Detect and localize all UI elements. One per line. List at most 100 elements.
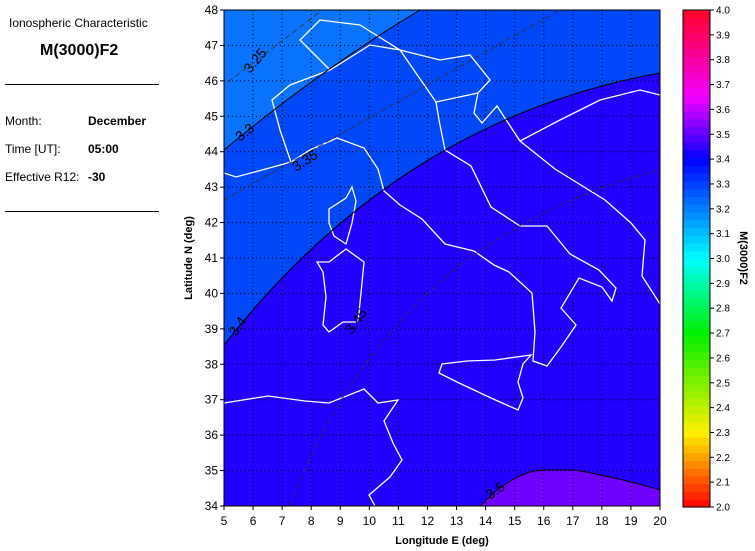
x-tick-label: 11 xyxy=(392,514,405,528)
contour-3.35 xyxy=(224,10,561,201)
x-tick-label: 7 xyxy=(279,514,286,528)
colorbar-swatch xyxy=(683,483,710,493)
x-tick-label: 10 xyxy=(363,514,377,528)
x-tick-label: 17 xyxy=(566,514,580,528)
colorbar-ticks: 4.0 3.9 3.8 3.7 3.6 3.5 3.4 3.3 3.2 3.1 3.0 2.9 2.8 2… xyxy=(710,6,730,514)
colorbar-tick-label: 3.3 xyxy=(716,179,730,190)
y-tick-label: 38 xyxy=(205,357,219,371)
x-tick-label: 9 xyxy=(337,514,344,528)
month-label: Month: xyxy=(5,114,42,128)
colorbar-tick-label: 2.5 xyxy=(716,378,730,389)
colorbar-swatch xyxy=(683,56,710,65)
colorbar-tick-label: 3.5 xyxy=(716,130,730,141)
y-tick-label: 36 xyxy=(205,428,219,442)
colorbar-tick-label: 2.9 xyxy=(716,279,730,290)
x-tick-label: 15 xyxy=(508,514,522,528)
x-tick-label: 13 xyxy=(450,514,464,528)
colorbar-swatch xyxy=(683,328,710,337)
colorbar-swatch xyxy=(683,281,710,291)
x-tick-label: 12 xyxy=(421,514,435,528)
r12-value: -30 xyxy=(88,170,106,184)
y-tick-label: 35 xyxy=(205,464,219,478)
y-tick-label: 40 xyxy=(205,286,219,300)
colorbar-swatch xyxy=(683,390,710,399)
y-tick-label: 37 xyxy=(205,393,219,407)
y-tick-label: 42 xyxy=(205,216,219,230)
divider xyxy=(5,84,159,85)
colorbar-swatch xyxy=(683,374,710,384)
map-plot: 3.25 3.3 3.35 3.4 3.45 3.5 xyxy=(224,10,660,506)
x-tick-label: 20 xyxy=(653,514,667,528)
colorbar-swatch xyxy=(683,320,710,329)
colorbar-swatch xyxy=(683,157,710,166)
grid xyxy=(224,10,660,506)
y-tick-label: 39 xyxy=(205,322,219,336)
region-above-3.5 xyxy=(480,470,660,506)
colorbar-tick-label: 3.7 xyxy=(716,80,730,91)
colorbar-swatch xyxy=(683,250,710,260)
contour-3.45 xyxy=(289,169,660,506)
colorbar-swatch xyxy=(683,64,710,73)
colorbar-swatch xyxy=(683,204,710,213)
month-value: December xyxy=(88,114,147,128)
colorbar-swatch xyxy=(683,33,710,42)
colorbar-swatch xyxy=(683,95,710,104)
colorbar-swatch xyxy=(683,118,710,128)
colorbar-tick-label: 3.6 xyxy=(716,105,730,116)
colorbar-swatch xyxy=(683,289,710,298)
contours xyxy=(224,10,660,506)
x-tick-label: 18 xyxy=(595,514,609,528)
colorbar-swatch xyxy=(683,211,710,221)
colorbar-tick-label: 2.1 xyxy=(716,478,730,489)
colorbar-tick-label: 2.2 xyxy=(716,453,730,464)
x-tick-label: 6 xyxy=(250,514,257,528)
colorbar-swatch xyxy=(683,312,710,322)
y-tick-label: 46 xyxy=(205,74,219,88)
colorbar-swatch xyxy=(683,10,710,19)
colorbar-swatch xyxy=(683,149,710,159)
colorbar-swatch xyxy=(683,351,710,361)
colorbar-swatch xyxy=(683,79,710,89)
colorbar-swatch xyxy=(683,173,710,182)
colorbar-swatch xyxy=(683,359,710,368)
colorbar-swatch xyxy=(683,103,710,112)
colorbar-swatch xyxy=(683,227,710,236)
panel-heading: Ionospheric Characteristic xyxy=(9,16,148,30)
coast-sardinia xyxy=(315,248,365,333)
colorbar-swatch xyxy=(683,398,710,407)
colorbar-swatch xyxy=(683,367,710,376)
y-tick-label: 44 xyxy=(205,145,219,159)
colorbar-swatch xyxy=(683,452,710,462)
colorbar-swatch xyxy=(683,48,710,58)
y-tick-label: 34 xyxy=(205,499,219,513)
colorbar-swatch xyxy=(683,87,710,97)
time-label: Time [UT]: xyxy=(5,142,61,156)
contour-3.4 xyxy=(224,72,660,346)
parameter-title: M(3000)F2 xyxy=(40,42,119,59)
colorbar-swatch xyxy=(683,41,710,50)
colorbar-tick-label: 3.1 xyxy=(716,229,730,240)
x-tick-label: 5 xyxy=(221,514,228,528)
colorbar-swatch xyxy=(683,165,710,174)
coast-italy xyxy=(224,92,660,367)
colorbar-swatch xyxy=(683,468,710,477)
colorbar-tick-label: 2.3 xyxy=(716,428,730,439)
colorbar-swatch xyxy=(683,343,710,353)
coast-corsica xyxy=(328,185,357,246)
coast-north-africa xyxy=(224,388,403,506)
divider xyxy=(5,211,159,212)
colorbar-swatch xyxy=(683,437,710,446)
colorbar-swatch xyxy=(683,305,710,314)
x-axis-label: Longitude E (deg) xyxy=(395,535,489,547)
coast-sicily xyxy=(438,354,533,411)
colorbar-swatch xyxy=(683,460,710,469)
y-tick-label: 41 xyxy=(205,251,219,265)
y-tick-label: 47 xyxy=(205,38,219,52)
colorbar-swatch xyxy=(683,297,710,306)
coastlines xyxy=(224,19,660,506)
colorbar-swatch xyxy=(683,475,710,485)
colorbar-swatch xyxy=(683,17,710,27)
colorbar-swatch xyxy=(683,126,710,135)
colorbar-tick-label: 3.2 xyxy=(716,204,730,215)
